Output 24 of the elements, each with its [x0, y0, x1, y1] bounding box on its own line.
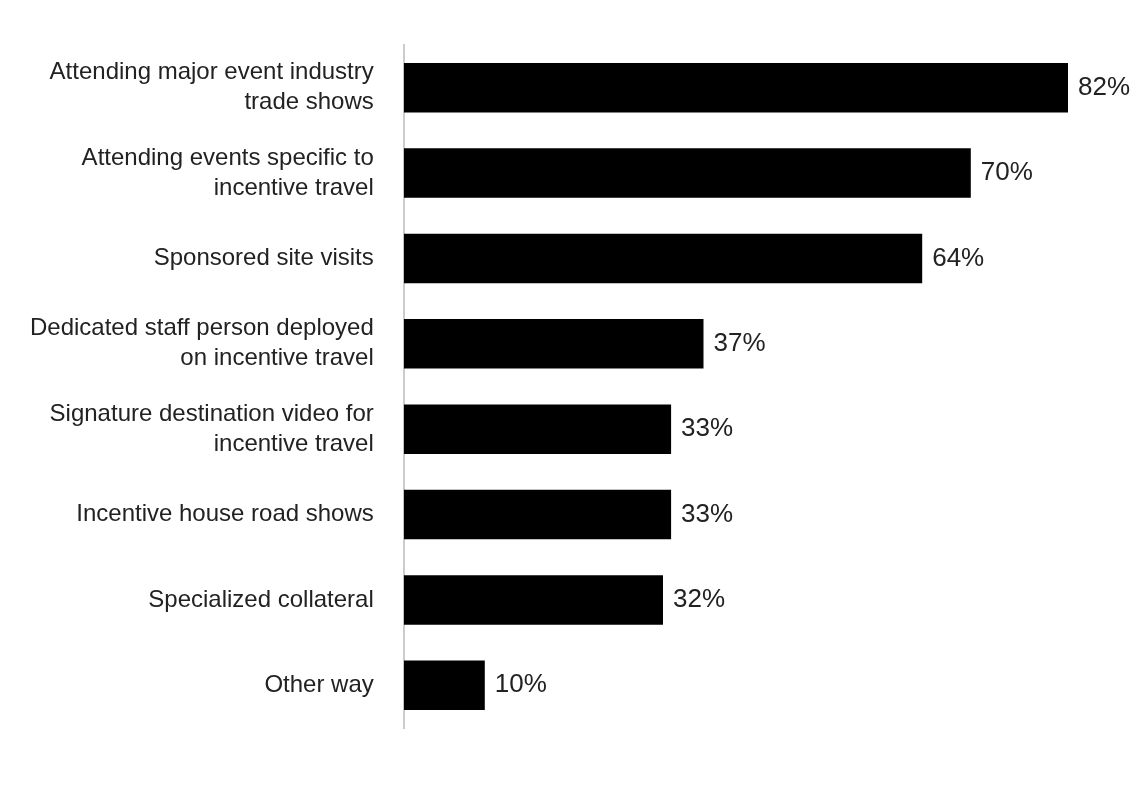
y-tick-label: Specialized collateral [148, 584, 374, 612]
y-tick-label: Signature destination video for incentive travel [49, 398, 374, 456]
data-label: 70% [980, 156, 1033, 187]
data-label: 33% [681, 412, 734, 443]
y-tick-label: Dedicated staff person deployed on incentive travel [30, 313, 374, 371]
y-tick-label: Incentive house road shows [76, 499, 374, 527]
bar [403, 404, 672, 454]
y-tick-label: Sponsored site visits [153, 243, 374, 271]
data-label: 33% [681, 497, 734, 528]
bar [403, 319, 704, 369]
bar [403, 575, 663, 625]
bar [403, 148, 971, 198]
y-tick-label: Other way [264, 669, 374, 697]
bar [403, 489, 672, 540]
data-label: 32% [673, 583, 726, 614]
bar [403, 660, 485, 711]
y-tick-label: Attending events specific to incentive travel [81, 142, 374, 200]
y-tick-label: Attending major event industry trade shows [49, 57, 374, 115]
bar [403, 233, 923, 284]
data-label: 10% [494, 668, 547, 699]
data-label: 37% [713, 326, 766, 357]
bar [403, 62, 1068, 113]
data-label: 64% [932, 241, 985, 272]
data-label: 82% [1078, 70, 1131, 101]
